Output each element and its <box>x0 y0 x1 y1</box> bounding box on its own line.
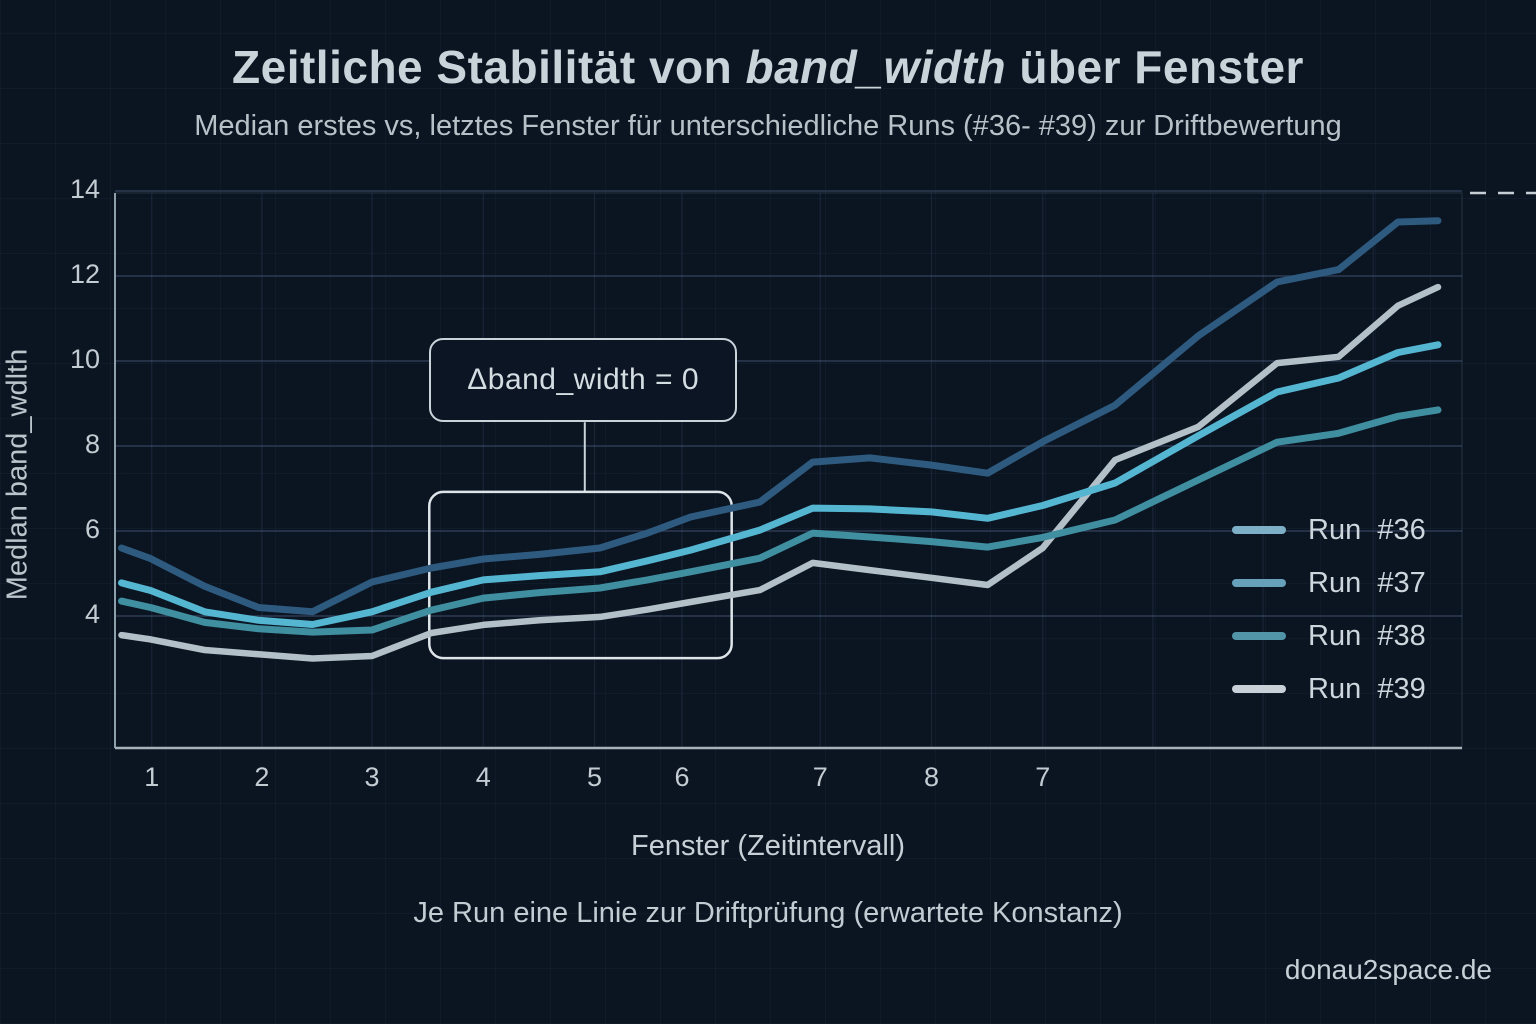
legend-item-run-38[interactable]: Run #38 <box>1232 618 1426 654</box>
legend-item-run-37[interactable]: Run #37 <box>1232 565 1426 601</box>
y-axis-tick-label: 4 <box>84 599 100 629</box>
legend-item-run-39[interactable]: Run #39 <box>1232 671 1426 707</box>
x-axis-tick-label: 7 <box>1035 762 1051 792</box>
x-axis-tick-label: 2 <box>254 762 270 792</box>
watermark-link[interactable]: donau2space.de <box>1284 954 1492 985</box>
chart-title-prefix: Zeitliche Stabilität von <box>232 41 746 93</box>
legend-label: Run #39 <box>1308 672 1426 705</box>
legend-item-run-36[interactable]: Run #36 <box>1232 512 1426 548</box>
annotation-label: Δband_width = 0 <box>429 338 738 423</box>
y-axis-tick-label: 14 <box>69 174 100 204</box>
legend-label: Run #38 <box>1308 619 1426 652</box>
series-line-run-36 <box>118 217 1442 616</box>
chart-title: Zeitliche Stabilität von band_width über… <box>0 40 1536 94</box>
x-axis-tick-label: 6 <box>674 762 690 792</box>
x-axis-tick-label: 5 <box>587 762 603 792</box>
chart-title-suffix: über Fenster <box>1006 41 1304 93</box>
y-axis-label: Medlan band_wdlth <box>1 348 34 601</box>
y-axis-tick-label: 10 <box>69 344 100 374</box>
legend-swatch <box>1232 526 1286 534</box>
y-axis-tick-label: 8 <box>84 429 100 459</box>
legend-swatch <box>1232 685 1286 693</box>
x-axis-tick-label: 7 <box>812 762 828 792</box>
highlight-box <box>428 490 733 660</box>
chart-caption: Je Run eine Linie zur Driftprüfung (erwa… <box>413 897 1123 929</box>
y-axis-tick-label: 12 <box>69 259 100 289</box>
legend-label: Run #36 <box>1308 513 1426 546</box>
legend-label: Run #37 <box>1308 566 1426 599</box>
series-line-run-39 <box>118 283 1442 662</box>
y-axis-tick-label: 6 <box>84 514 100 544</box>
series-line-run-38 <box>118 406 1442 636</box>
chart-title-emphasis: band_width <box>745 41 1007 93</box>
legend-swatch <box>1232 632 1286 640</box>
series-line-run-37 <box>118 341 1442 628</box>
x-axis-tick-label: 4 <box>475 762 491 792</box>
chart-subtitle: Median erstes vs, letztes Fenster für un… <box>194 110 1342 142</box>
legend-swatch <box>1232 579 1286 587</box>
x-axis-tick-label: 8 <box>923 762 939 792</box>
x-axis-tick-label: 3 <box>364 762 380 792</box>
x-axis-tick-label: 1 <box>144 762 160 792</box>
x-axis-label: Fenster (Zeitintervall) <box>631 830 905 862</box>
